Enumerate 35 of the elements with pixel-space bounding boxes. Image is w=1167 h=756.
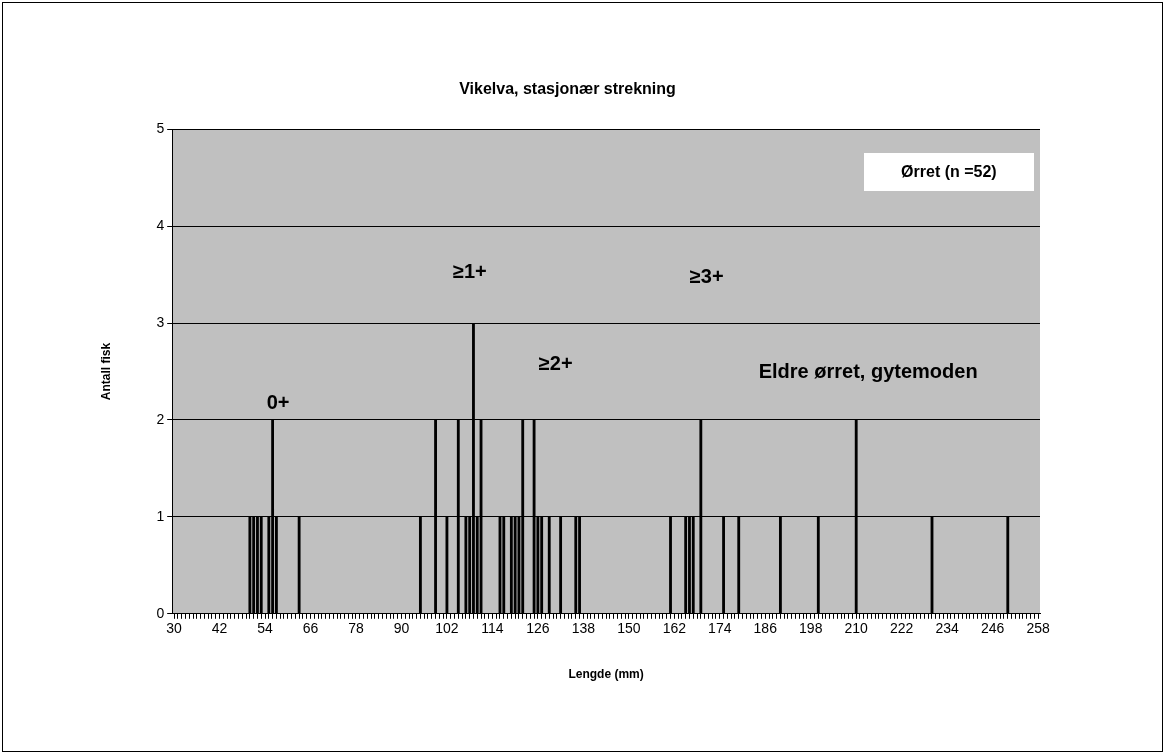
x-tick-label: 114 (481, 620, 504, 637)
x-tick-label: 90 (393, 620, 410, 637)
y-tick-label: 2 (156, 410, 165, 427)
x-tick-label: 162 (662, 620, 687, 637)
y-tick-label: 0 (156, 604, 165, 621)
annotation: ≥1+ (452, 260, 487, 283)
x-axis-title: Lengde (mm) (568, 667, 644, 682)
y-tick-label: 4 (156, 216, 165, 233)
x-tick-label: 234 (935, 620, 960, 637)
x-tick-label: 246 (980, 620, 1005, 637)
x-tick-label: 186 (753, 620, 778, 637)
x-tick-label: 66 (302, 620, 319, 637)
chart-title: Vikelva, stasjonær strekning (459, 80, 676, 98)
x-tick-label: 174 (708, 620, 732, 637)
note-box: Ørret (n =52) (863, 153, 1034, 192)
x-tick-label: 150 (617, 620, 641, 637)
y-tick-label: 3 (156, 313, 165, 330)
x-tick-label: 222 (890, 620, 914, 637)
x-tick-label: 102 (435, 620, 459, 637)
annotation: 0+ (266, 390, 290, 413)
y-tick-label: 1 (156, 507, 165, 524)
x-tick-label: 30 (166, 620, 183, 637)
x-tick-label: 126 (526, 620, 550, 637)
y-axis-title: Antall fisk (98, 342, 113, 401)
y-tick-label: 5 (156, 120, 165, 137)
x-tick-label: 138 (571, 620, 596, 637)
annotation: ≥3+ (689, 265, 724, 288)
x-tick-label: 198 (799, 620, 823, 637)
x-tick-label: 258 (1026, 620, 1050, 637)
annotation: Eldre ørret, gytemoden (758, 359, 978, 382)
x-tick-label: 78 (348, 620, 364, 637)
x-tick-label: 42 (211, 620, 228, 637)
annotation: ≥2+ (538, 352, 573, 375)
x-tick-label: 210 (844, 620, 869, 637)
x-tick-label: 54 (257, 620, 274, 637)
